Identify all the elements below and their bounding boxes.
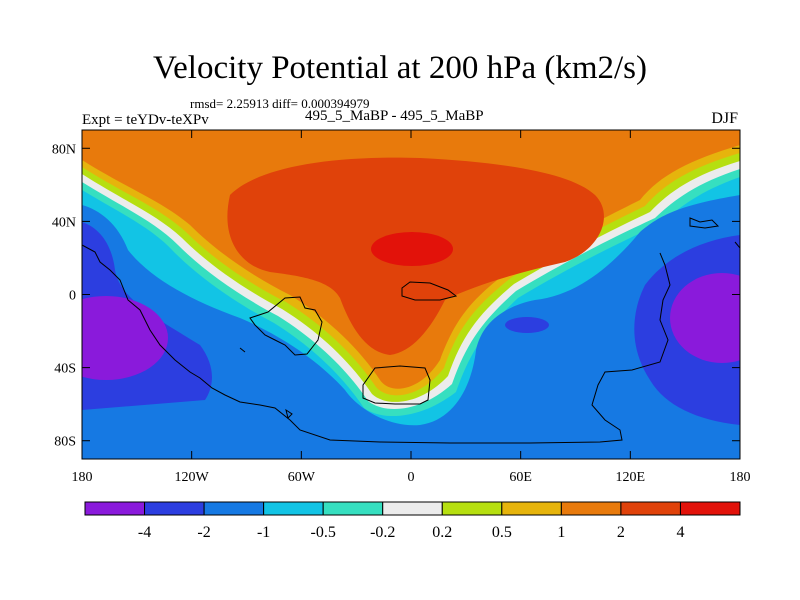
coastline-east-island [734, 241, 740, 249]
colorbar-swatch [560, 501, 622, 516]
case-label: 495_5_MaBP - 495_5_MaBP [305, 108, 484, 124]
y-tick-label: 80S [54, 435, 76, 450]
colorbar-label: -0.5 [311, 524, 336, 541]
colorbar-label: 2 [617, 524, 625, 541]
coastline-pacific-islands [285, 408, 293, 419]
y-tick-label: 40N [52, 215, 76, 230]
colorbar-swatch [382, 501, 443, 516]
colorbar-swatch [203, 501, 265, 516]
region-lvl-ge4 [371, 232, 453, 266]
x-tick-label: 60E [509, 470, 532, 485]
rmsd-diff-stats: rmsd= 2.25913 diff= 0.000394979 [190, 96, 370, 111]
coastline-south-america [249, 296, 323, 356]
season-label: DJF [711, 110, 738, 127]
x-tick-label: 180 [72, 470, 93, 485]
colorbar-label: -4 [138, 524, 151, 541]
x-tick-label: 60W [288, 470, 316, 485]
region-lvl-ltm4-east [670, 273, 740, 363]
colorbar-swatch [620, 501, 681, 516]
coastlines [82, 217, 740, 444]
x-tick-label: 180 [730, 470, 751, 485]
colorbar-swatch [679, 501, 741, 516]
colorbar-label: 1 [557, 524, 565, 541]
colorbar-label: -0.2 [370, 524, 395, 541]
colorbar-label: -1 [257, 524, 270, 541]
coastline-asia-pacific [689, 217, 720, 229]
colorbar-label: 0.5 [492, 524, 512, 541]
colorbar-swatch [144, 501, 205, 516]
contour-fill [82, 130, 740, 459]
chart-title: Velocity Potential at 200 hPa (km2/s) [152, 50, 648, 86]
experiment-label: Expt = teYDv-teXPv [82, 112, 209, 128]
coastline-greenland [239, 347, 246, 353]
axis-ticks: 180 120W 60W 0 60E 120E 180 80N 40N 0 40S 80S [52, 130, 751, 485]
colorbar-swatch [263, 501, 324, 516]
region-lvl-ltm2-eq-atlantic [505, 317, 549, 333]
colorbar-swatch [501, 501, 562, 516]
colorbar-label: 4 [676, 524, 684, 541]
x-tick-label: 0 [408, 470, 415, 485]
coastline-africa-north [401, 281, 458, 301]
region-lvl-ltm4-west [82, 296, 168, 380]
y-tick-label: 0 [69, 289, 76, 304]
colorbar-swatch [441, 501, 503, 516]
region-lvl-ltm1 [82, 195, 740, 459]
colorbar: -4 -2 -1 -0.5 -0.2 0.2 0.5 1 2 4 [84, 501, 741, 541]
colorbar-swatch [84, 501, 146, 516]
coastline-americas-west [82, 244, 671, 444]
colorbar-label: -2 [197, 524, 210, 541]
y-tick-label: 80N [52, 142, 76, 157]
coastline-africa-south [362, 365, 431, 405]
colorbar-swatch [322, 501, 384, 516]
x-tick-label: 120W [175, 470, 210, 485]
colorbar-label: 0.2 [432, 524, 452, 541]
x-tick-label: 120E [616, 470, 646, 485]
y-tick-label: 40S [54, 362, 76, 377]
